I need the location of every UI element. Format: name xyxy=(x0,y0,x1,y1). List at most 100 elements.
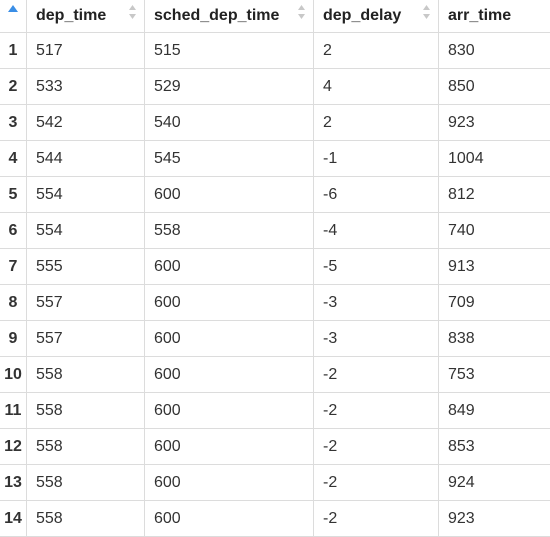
table-cell: 600 xyxy=(145,429,314,464)
table-cell: -2 xyxy=(314,465,439,500)
row-number: 4 xyxy=(0,141,27,176)
table-row: 7 555 600 -5 913 xyxy=(0,249,550,285)
table-cell: 558 xyxy=(27,357,145,392)
index-header[interactable] xyxy=(0,0,27,32)
table-cell: -2 xyxy=(314,429,439,464)
table-cell: 544 xyxy=(27,141,145,176)
table-cell: 923 xyxy=(448,113,475,131)
table-cell: 529 xyxy=(145,69,314,104)
row-number: 11 xyxy=(0,393,27,428)
sort-toggle-icon[interactable] xyxy=(297,4,306,20)
table-cell: -5 xyxy=(314,249,439,284)
table-cell: 753 xyxy=(448,365,475,383)
table-cell: 600 xyxy=(145,177,314,212)
table-cell: 558 xyxy=(27,429,145,464)
column-header-arr-time[interactable]: arr_time xyxy=(439,0,550,32)
table-cell: 555 xyxy=(27,249,145,284)
table-row: 9 557 600 -3 838 xyxy=(0,321,550,357)
table-cell: -1 xyxy=(314,141,439,176)
table-cell: 554 xyxy=(27,213,145,248)
table-cell: 600 xyxy=(145,285,314,320)
table-cell: 850 xyxy=(448,77,475,95)
table-row: 6 554 558 -4 740 xyxy=(0,213,550,249)
table-cell: -4 xyxy=(314,213,439,248)
row-number: 9 xyxy=(0,321,27,356)
table-cell: 1004 xyxy=(448,149,484,167)
table-cell: 923 xyxy=(448,509,475,527)
column-header-sched-dep-time[interactable]: sched_dep_time xyxy=(145,0,314,32)
table-cell: 558 xyxy=(145,213,314,248)
table-row: 10 558 600 -2 753 xyxy=(0,357,550,393)
table-cell: 600 xyxy=(145,357,314,392)
row-number: 1 xyxy=(0,33,27,68)
table-body: 1 517 515 2 830 2 533 529 4 850 3 542 540 2 923 4 544 545… xyxy=(0,33,550,537)
table-cell: 557 xyxy=(27,285,145,320)
table-row: 13 558 600 -2 924 xyxy=(0,465,550,501)
column-header-label: dep_time xyxy=(36,7,107,24)
column-header-label: arr_time xyxy=(448,7,512,24)
table-row: 2 533 529 4 850 xyxy=(0,69,550,105)
table-row: 5 554 600 -6 812 xyxy=(0,177,550,213)
table-cell: 600 xyxy=(145,249,314,284)
table-cell: -2 xyxy=(314,393,439,428)
table-row: 11 558 600 -2 849 xyxy=(0,393,550,429)
table-cell: 740 xyxy=(448,221,475,239)
column-header-label: dep_delay xyxy=(323,7,402,24)
row-number: 6 xyxy=(0,213,27,248)
table-cell: 515 xyxy=(145,33,314,68)
table-cell: -3 xyxy=(314,285,439,320)
row-number: 2 xyxy=(0,69,27,104)
row-number: 12 xyxy=(0,429,27,464)
table-cell: 913 xyxy=(448,257,475,275)
table-row: 14 558 600 -2 923 xyxy=(0,501,550,537)
table-cell: 600 xyxy=(145,321,314,356)
table-cell: 849 xyxy=(448,401,475,419)
table-cell: 558 xyxy=(27,465,145,500)
table-cell: 558 xyxy=(27,501,145,536)
sort-toggle-icon[interactable] xyxy=(422,4,431,20)
row-number: 10 xyxy=(0,357,27,392)
table-cell: 557 xyxy=(27,321,145,356)
row-number: 5 xyxy=(0,177,27,212)
sort-ascending-icon[interactable] xyxy=(8,5,18,12)
column-header-dep-time[interactable]: dep_time xyxy=(27,0,145,32)
table-cell: -2 xyxy=(314,501,439,536)
table-cell: 4 xyxy=(314,69,439,104)
table-row: 4 544 545 -1 1004 xyxy=(0,141,550,177)
table-cell: 600 xyxy=(145,501,314,536)
table-cell: -6 xyxy=(314,177,439,212)
table-cell: 533 xyxy=(27,69,145,104)
table-cell: 830 xyxy=(448,41,475,59)
column-header-label: sched_dep_time xyxy=(154,7,280,24)
row-number: 14 xyxy=(0,501,27,536)
row-number: 8 xyxy=(0,285,27,320)
table-cell: 542 xyxy=(27,105,145,140)
table-cell: -3 xyxy=(314,321,439,356)
sort-toggle-icon[interactable] xyxy=(128,4,137,20)
table-cell: 2 xyxy=(314,105,439,140)
table-cell: -2 xyxy=(314,357,439,392)
table-cell: 517 xyxy=(27,33,145,68)
table-cell: 558 xyxy=(27,393,145,428)
table-cell: 853 xyxy=(448,437,475,455)
header-row: dep_time sched_dep_time dep_delay arr_ti… xyxy=(0,0,550,33)
table-cell: 554 xyxy=(27,177,145,212)
table-row: 1 517 515 2 830 xyxy=(0,33,550,69)
row-number: 13 xyxy=(0,465,27,500)
row-number: 3 xyxy=(0,105,27,140)
column-header-dep-delay[interactable]: dep_delay xyxy=(314,0,439,32)
table-row: 8 557 600 -3 709 xyxy=(0,285,550,321)
table-cell: 709 xyxy=(448,293,475,311)
row-number: 7 xyxy=(0,249,27,284)
table-row: 3 542 540 2 923 xyxy=(0,105,550,141)
table-cell: 600 xyxy=(145,393,314,428)
table-cell: 540 xyxy=(145,105,314,140)
table-cell: 2 xyxy=(314,33,439,68)
table-cell: 812 xyxy=(448,185,475,203)
table-cell: 545 xyxy=(145,141,314,176)
table-cell: 924 xyxy=(448,473,475,491)
table-row: 12 558 600 -2 853 xyxy=(0,429,550,465)
table-cell: 600 xyxy=(145,465,314,500)
table-cell: 838 xyxy=(448,329,475,347)
